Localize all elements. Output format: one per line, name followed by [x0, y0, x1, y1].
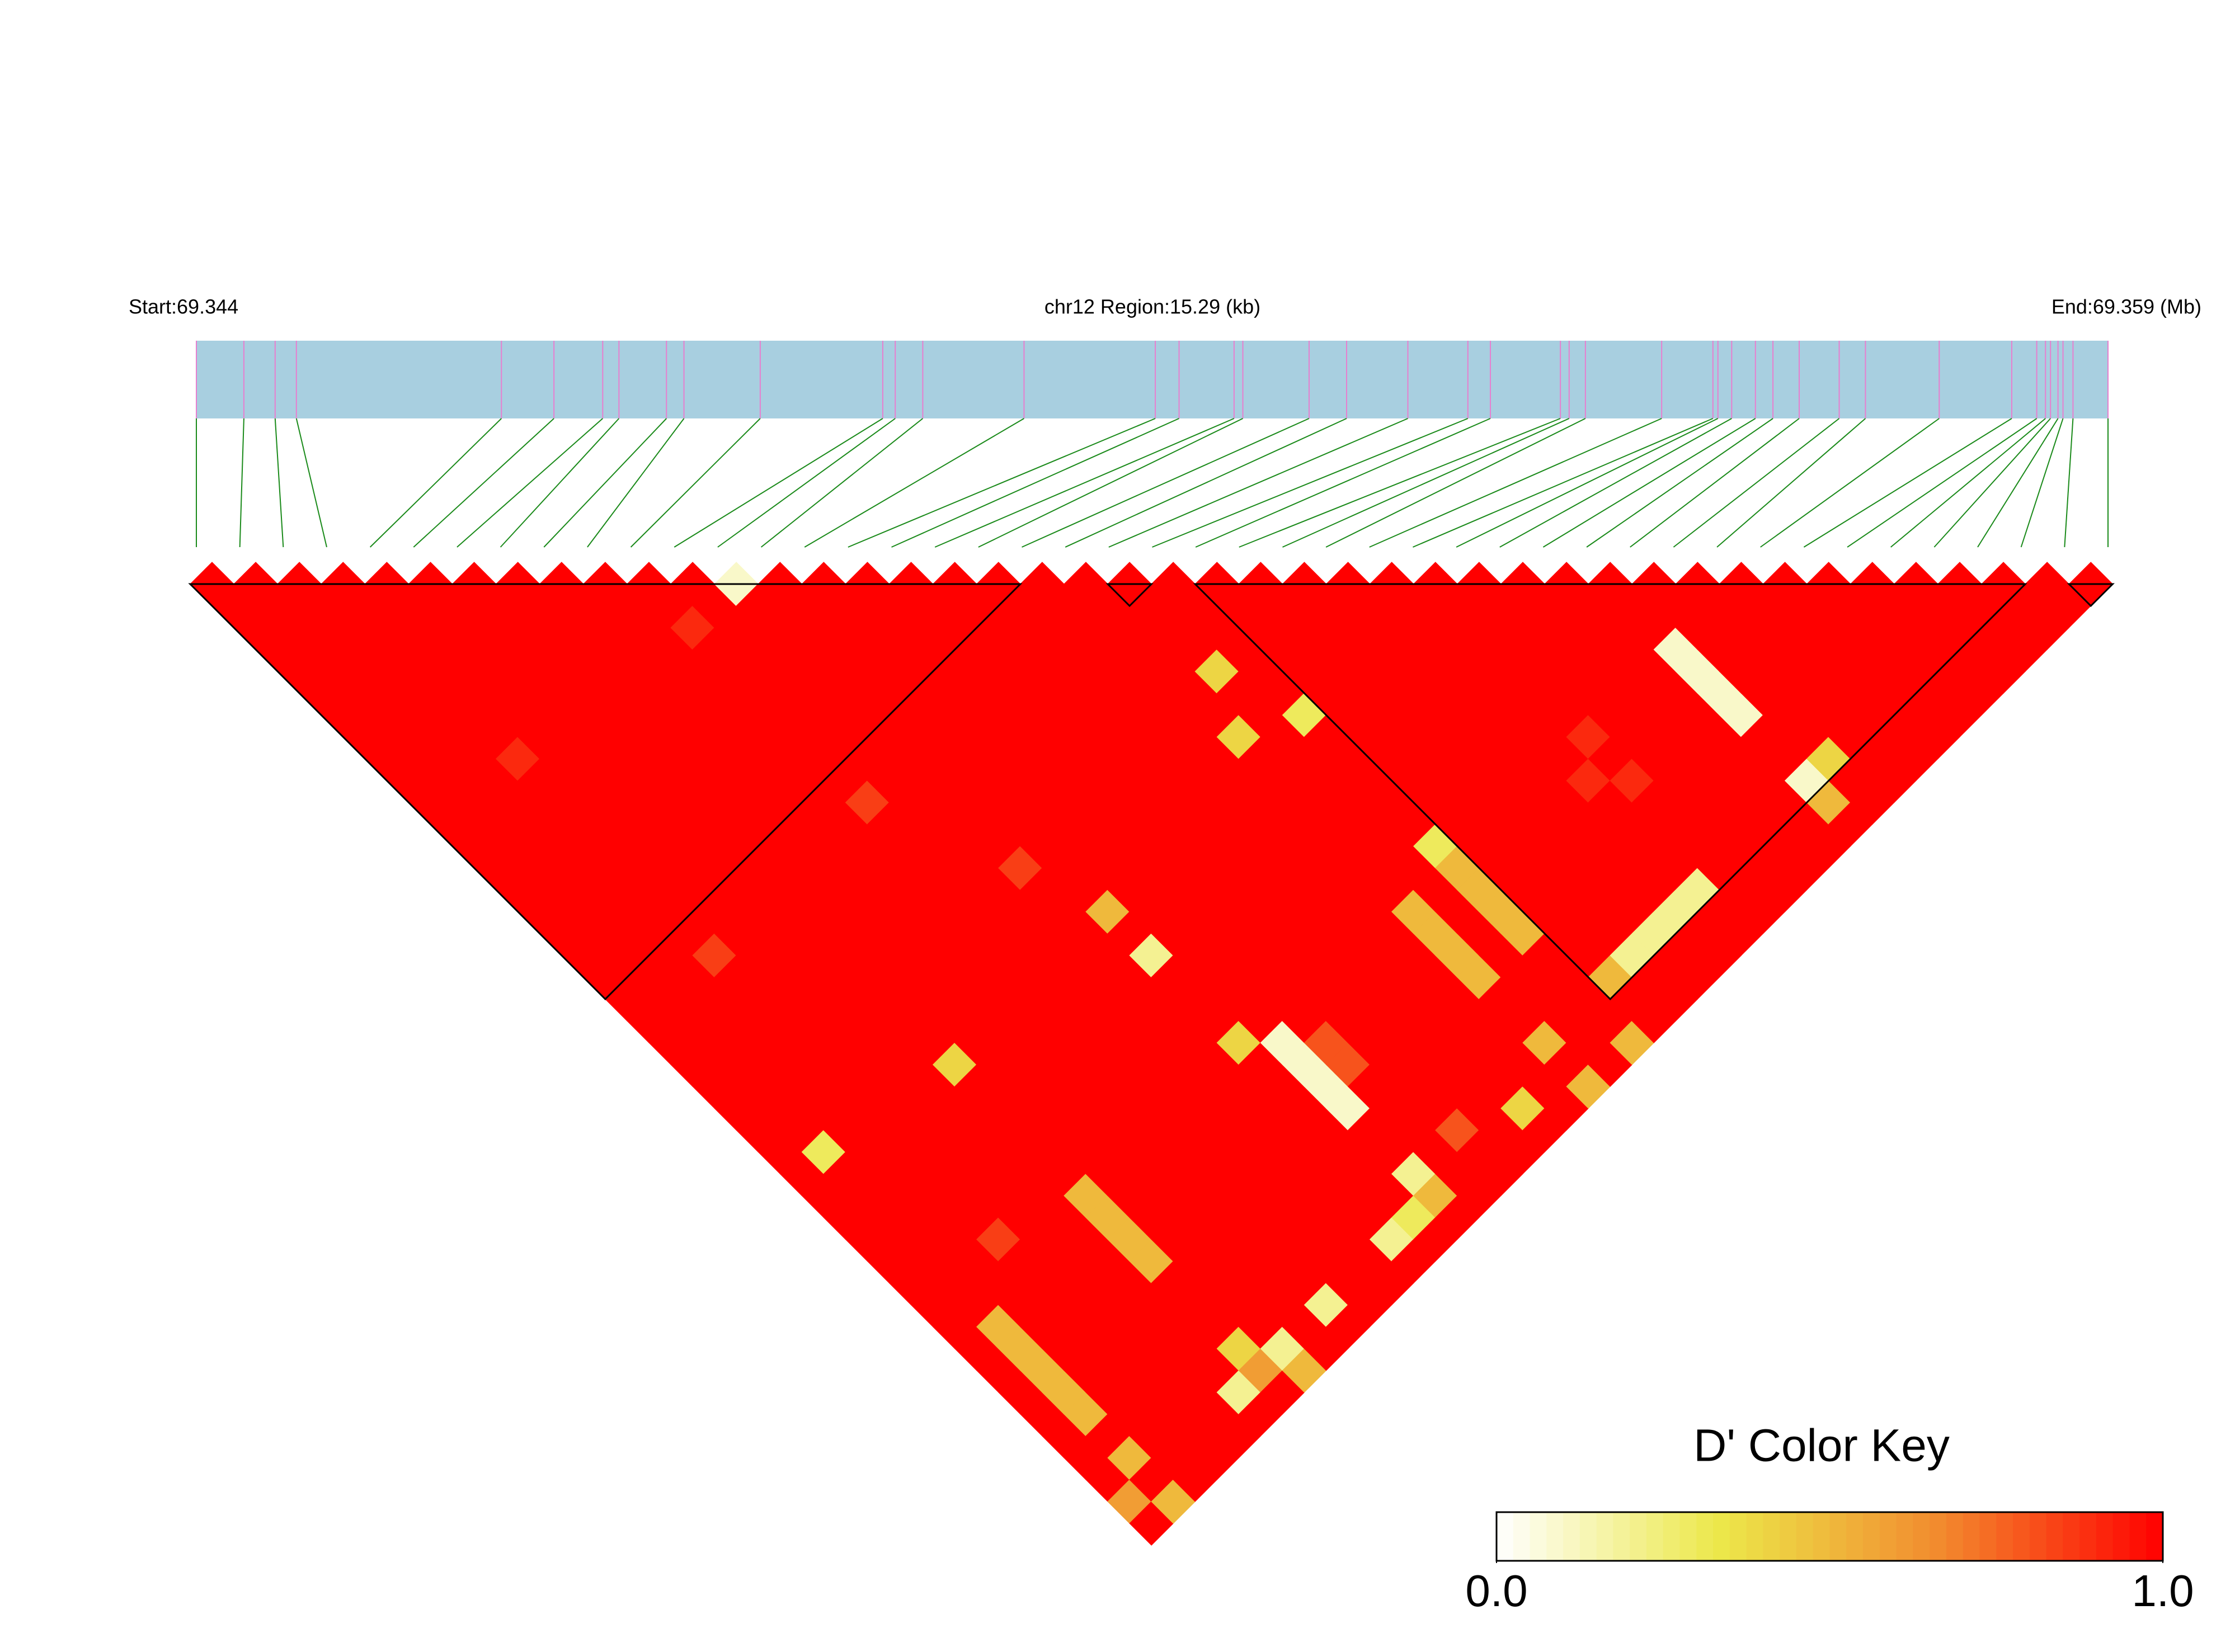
color-key-swatch [1863, 1512, 1880, 1561]
snp-connector [934, 418, 1235, 548]
snp-connector [1282, 418, 1570, 548]
color-key-swatch [1879, 1512, 1897, 1561]
snp-connector [1195, 418, 1491, 548]
color-key-swatch [2079, 1512, 2097, 1561]
snp-connector [1760, 418, 1940, 548]
color-key-swatch [1913, 1512, 1930, 1561]
color-key-swatch [1596, 1512, 1614, 1561]
color-key-frame [1495, 1511, 2164, 1562]
snp-connector [674, 418, 883, 548]
snp-connector [1456, 418, 1719, 548]
snp-connector [760, 418, 924, 548]
snp-connector [239, 418, 244, 548]
color-key-swatch [1663, 1512, 1681, 1561]
snp-connector [1152, 418, 1469, 548]
color-key-tick-label: 0.0 [1465, 1566, 1527, 1616]
color-key-swatch [1829, 1512, 1847, 1561]
snp-connector [274, 418, 284, 548]
snp-connector [1369, 418, 1662, 548]
color-key-swatch [1963, 1512, 1980, 1561]
color-key-swatch [2112, 1512, 2130, 1561]
color-key-swatch [1813, 1512, 1831, 1561]
snp-connector [1022, 418, 1310, 548]
haplotype-block [1193, 583, 2027, 1001]
color-key-swatch [1780, 1512, 1797, 1561]
color-key-swatch [1696, 1512, 1714, 1561]
snp-connector [1890, 418, 2046, 548]
snp-connector [1542, 418, 1756, 548]
snp-connector [717, 418, 896, 548]
color-key-swatch [2146, 1512, 2163, 1561]
snp-connector [1065, 418, 1347, 548]
snp-connector [1586, 418, 1773, 548]
color-key-tick-label: 1.0 [2132, 1566, 2194, 1616]
color-key-swatch [1996, 1512, 2013, 1561]
color-key-swatch [1546, 1512, 1564, 1561]
snp-connector [1933, 418, 2051, 548]
color-key-swatch [2096, 1512, 2114, 1561]
color-key-swatch [1846, 1512, 1864, 1561]
snp-connector [2020, 418, 2064, 548]
snp-connector [369, 418, 502, 548]
snp-connector [848, 418, 1156, 548]
snp-connector [1673, 418, 1840, 548]
color-key-swatch [1979, 1512, 1997, 1561]
position-track [196, 341, 2108, 418]
color-key-swatch [2013, 1512, 2030, 1561]
snp-connector [457, 418, 603, 548]
snp-connector [1977, 418, 2059, 548]
snp-connector [1413, 418, 1714, 548]
color-key-swatch [1646, 1512, 1664, 1561]
snp-connector [1847, 418, 2038, 548]
snp-connector [295, 418, 327, 548]
snp-connector [1803, 418, 2012, 548]
snp-connector [500, 418, 620, 548]
snp-connector [1716, 418, 1866, 548]
color-key-swatch [1713, 1512, 1730, 1561]
snp-connector [1108, 418, 1408, 548]
color-key-swatch [2063, 1512, 2080, 1561]
snp-connector [1499, 418, 1732, 548]
color-key-swatch [2129, 1512, 2147, 1561]
haplotype-block [1105, 583, 1154, 608]
snp-connector [587, 418, 685, 548]
color-key-swatch [1930, 1512, 1947, 1561]
snp-connector [1630, 418, 1800, 548]
color-key-title: D' Color Key [1693, 1420, 1950, 1471]
color-key-swatch [2046, 1512, 2063, 1561]
end-label: End:69.359 (Mb) [2052, 295, 2201, 318]
color-key-swatch [1579, 1512, 1597, 1561]
snp-connector [891, 418, 1179, 548]
snp-connector [978, 418, 1243, 548]
color-key-swatch [1497, 1512, 1514, 1561]
color-key-swatch [1630, 1512, 1647, 1561]
color-key-swatch [1679, 1512, 1697, 1561]
color-key-swatch [2029, 1512, 2047, 1561]
snp-connector [1325, 418, 1586, 548]
color-key-swatch [1746, 1512, 1763, 1561]
snp-connector [2064, 418, 2074, 548]
color-key-swatch [1763, 1512, 1780, 1561]
snp-connector [630, 418, 761, 548]
chart-title: chr12 Region:15.29 (kb) [1044, 295, 1260, 318]
color-key-swatch [1946, 1512, 1964, 1561]
color-key-swatch [1530, 1512, 1547, 1561]
snp-connector [543, 418, 667, 548]
start-label: Start:69.344 [129, 295, 238, 318]
color-key-swatch [1513, 1512, 1531, 1561]
snp-connector [413, 418, 554, 548]
color-key-swatch [1563, 1512, 1580, 1561]
color-key-swatch [1729, 1512, 1747, 1561]
snp-connector [1239, 418, 1561, 548]
haplotype-block [2067, 583, 2115, 608]
color-key-swatch [1896, 1512, 1913, 1561]
snp-connector [804, 418, 1024, 548]
color-key-swatch [1613, 1512, 1630, 1561]
haplotype-block [188, 583, 1023, 1001]
color-key-swatch [1796, 1512, 1814, 1561]
